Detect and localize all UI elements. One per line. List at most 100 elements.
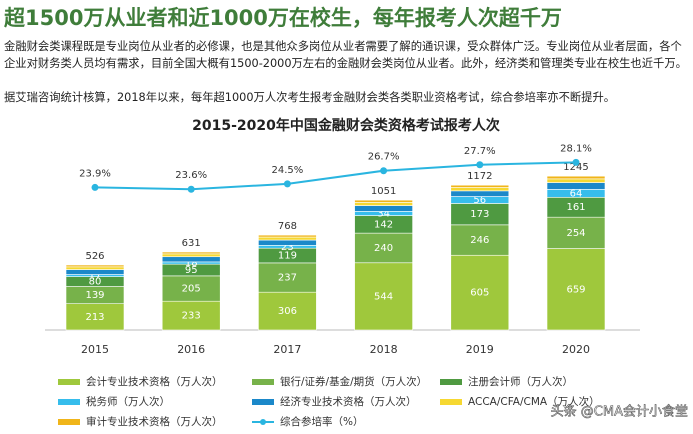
- legend-swatch: [58, 399, 80, 405]
- bar-segment: [65, 303, 125, 331]
- segment-label: 23: [281, 242, 294, 253]
- bar-segment: [258, 239, 317, 246]
- segment-label: 80: [89, 277, 102, 288]
- legend-swatch: [252, 379, 274, 385]
- segment-label: 119: [278, 251, 297, 262]
- legend-label: 综合参培率（%）: [280, 415, 363, 428]
- segment-label: 237: [278, 273, 297, 284]
- segment-label: 246: [470, 235, 489, 246]
- paragraph: 金融财会类课程既是专业岗位从业者的必修课，也是其他众多岗位从业者需要了解的通识课…: [4, 40, 687, 70]
- rate-label: 24.5%: [272, 165, 304, 176]
- segment-label: 17: [89, 271, 102, 282]
- paragraph: 据艾瑞咨询统计核算，2018年以来，每年超1000万人次考生报考金融财会类各类职…: [4, 91, 616, 104]
- legend-label: 税务师（万人次）: [86, 395, 170, 408]
- bar-segment: [161, 300, 221, 331]
- rate-point: [476, 161, 484, 169]
- bar-segment: [161, 253, 221, 258]
- segment-label: 233: [182, 311, 201, 322]
- segment-label: 18: [185, 258, 198, 269]
- rate-label: 27.7%: [464, 146, 496, 157]
- legend-swatch: [58, 419, 80, 425]
- segment-label: 34: [377, 208, 390, 219]
- bar-segment: [546, 216, 606, 249]
- bar-segment: [450, 224, 510, 256]
- x-tick-label: 2020: [562, 343, 590, 356]
- total-label: 1245: [563, 162, 588, 173]
- rate-point: [187, 185, 195, 193]
- rate-line: [94, 161, 577, 191]
- x-tick-label: 2019: [466, 343, 494, 356]
- x-tick-label: 2015: [81, 343, 109, 356]
- bar-segment: [258, 291, 317, 331]
- bar-segment: [354, 262, 413, 331]
- segment-label: 205: [182, 284, 201, 295]
- rate-label: 23.6%: [175, 170, 207, 181]
- total-label: 631: [182, 238, 201, 249]
- bar-segment: [546, 248, 606, 331]
- legend-label: 经济专业技术资格（万人次）: [280, 395, 417, 408]
- segment-label: 306: [278, 306, 297, 317]
- legend-label: ACCA/CFA/CMA（万人次）: [468, 395, 600, 408]
- legend-swatch: [58, 379, 80, 385]
- rate-label: 23.9%: [79, 168, 111, 179]
- bar-segment: [161, 275, 221, 302]
- bar-segment: [65, 266, 125, 270]
- x-tick-label: 2017: [273, 343, 301, 356]
- total-label: 526: [85, 251, 104, 262]
- total-label: 1172: [467, 171, 492, 182]
- legend-label: 审计专业技术资格（万人次）: [86, 415, 223, 428]
- segment-label: 173: [470, 209, 489, 220]
- rate-point: [380, 167, 388, 175]
- segment-label: 659: [566, 284, 585, 295]
- bar-segment: [258, 262, 317, 293]
- bar-segment: [546, 178, 606, 183]
- rate-point: [283, 180, 291, 188]
- bar-segment: [161, 256, 221, 263]
- legend-label: 银行/证券/基金/期货（万人次）: [280, 375, 427, 388]
- bar-segment: [354, 199, 413, 203]
- bar-segment: [65, 264, 125, 268]
- watermark: 头条 @CMA会计小食堂: [551, 404, 688, 420]
- x-tick-label: 2016: [177, 343, 205, 356]
- segment-label: 142: [374, 219, 393, 230]
- rate-label: 28.1%: [560, 143, 592, 154]
- total-label: 1051: [371, 186, 396, 197]
- segment-label: 605: [470, 288, 489, 299]
- segment-label: 544: [374, 291, 393, 302]
- segment-label: 213: [85, 312, 104, 323]
- page-title: 超1500万从业者和近1000万在校生，每年报考人次超千万: [4, 6, 562, 30]
- legend-swatch: [252, 399, 274, 405]
- legend-label: 会计专业技术资格（万人次）: [86, 375, 223, 388]
- segment-label: 64: [570, 188, 583, 199]
- x-tick-label: 2018: [370, 343, 398, 356]
- total-label: 768: [278, 221, 297, 232]
- bar-segment: [161, 251, 221, 255]
- legend-swatch: [440, 399, 462, 405]
- bar-segment: [450, 254, 510, 331]
- segment-label: 240: [374, 243, 393, 254]
- bar-segment: [450, 184, 510, 188]
- bar-segment: [354, 205, 413, 212]
- chart-title: 2015-2020年中国金融财会类资格考试报考人次: [192, 117, 500, 134]
- segment-label: 254: [566, 228, 585, 239]
- bar-segment: [65, 269, 125, 275]
- legend-swatch: [260, 419, 266, 425]
- segment-label: 161: [566, 202, 585, 213]
- legend-label: 注册会计师（万人次）: [468, 375, 573, 388]
- bar-segment: [450, 187, 510, 192]
- bar-segment: [258, 234, 317, 238]
- bar-segment: [354, 232, 413, 264]
- bar-segment: [546, 175, 606, 180]
- segment-label: 56: [473, 195, 486, 206]
- rate-point: [91, 183, 99, 191]
- segment-label: 95: [185, 265, 198, 276]
- rate-point: [572, 158, 580, 166]
- rate-label: 26.7%: [368, 152, 400, 163]
- bar-segment: [258, 236, 317, 241]
- bar-segment: [354, 202, 413, 206]
- bar-segment: [450, 190, 510, 197]
- legend-swatch: [440, 379, 462, 385]
- segment-label: 139: [85, 290, 104, 301]
